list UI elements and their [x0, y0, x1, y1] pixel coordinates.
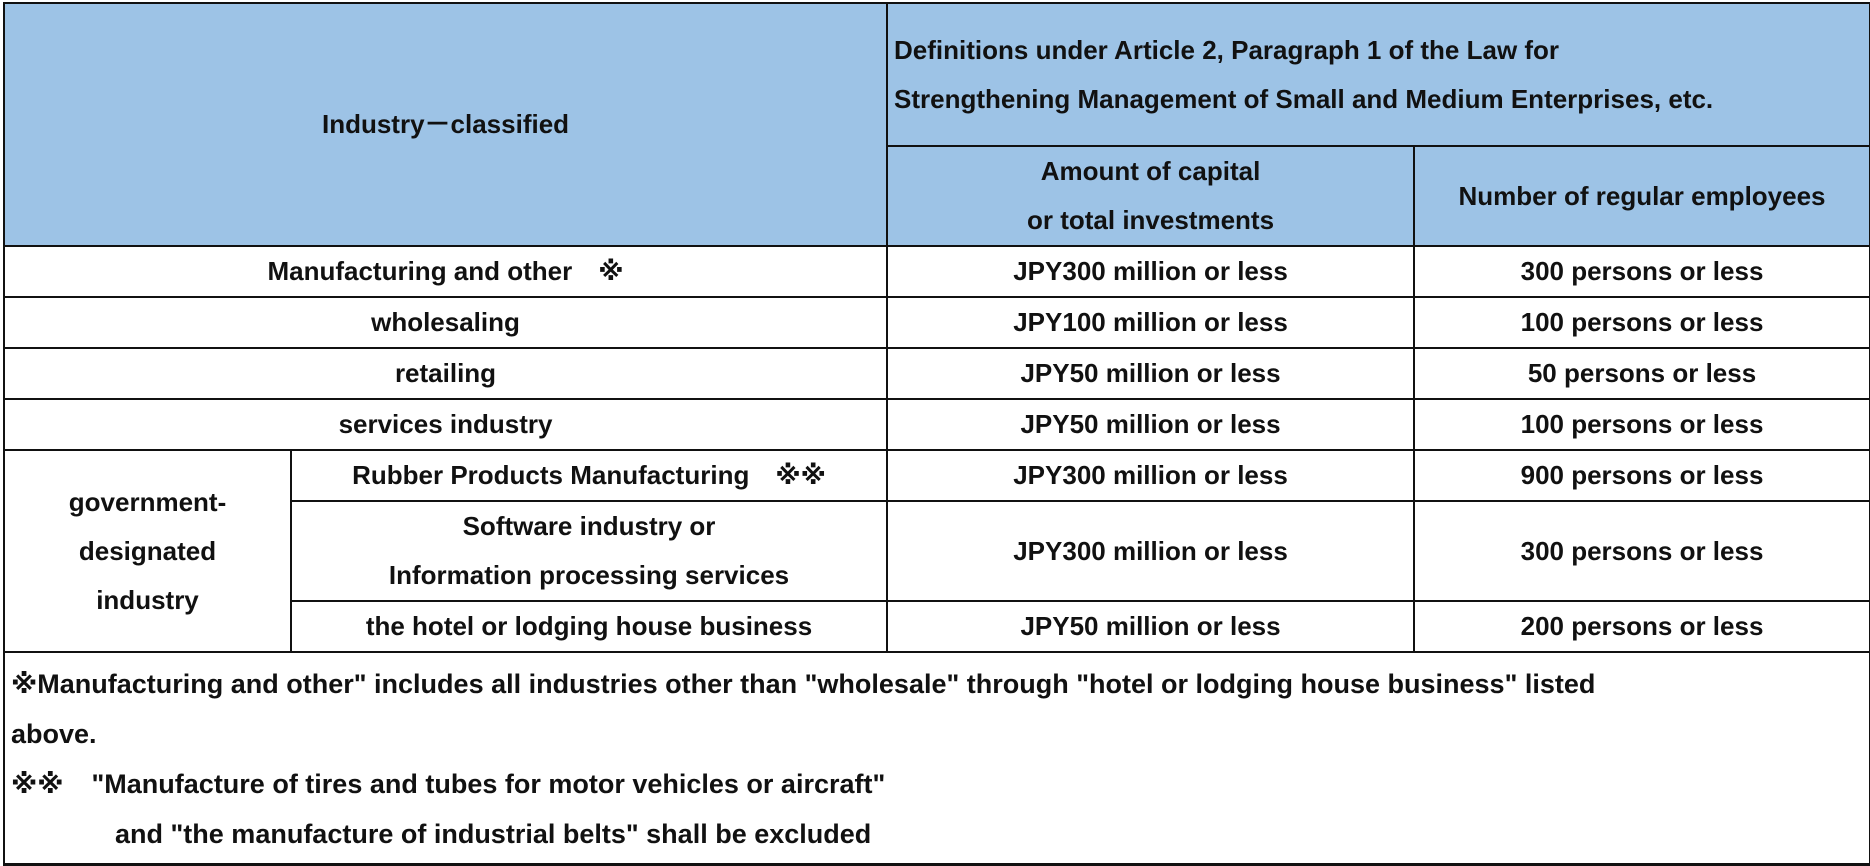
header-row-1: Industry－classified Definitions under Ar…: [2, 2, 1870, 247]
capital-cell: JPY50 million or less: [886, 347, 1416, 400]
note-2-line-1: ※※ "Manufacture of tires and tubes for mo…: [11, 759, 1863, 809]
table-row: Software industry or Information process…: [4, 500, 1870, 602]
industry-cell: retailing: [2, 347, 889, 400]
capital-cell: JPY300 million or less: [886, 500, 1416, 602]
capital-cell: JPY50 million or less: [886, 398, 1416, 451]
table-row: government- designated industry Rubber P…: [3, 449, 1870, 653]
capital-cell: JPY300 million or less: [886, 449, 1416, 502]
footnote-mark: ※※: [775, 460, 826, 490]
employees-cell: 300 persons or less: [1413, 500, 1870, 602]
employees-cell: 300 persons or less: [1413, 245, 1870, 298]
header-row-2: Amount of capital or total investments N…: [4, 145, 1870, 247]
notes-row: ※Manufacturing and other" includes all i…: [2, 651, 1870, 866]
employees-cell: 50 persons or less: [1413, 347, 1870, 400]
capital-header-line-2: or total investments: [1026, 205, 1275, 235]
industry-cell: Software industry or Information process…: [289, 500, 889, 602]
industry-cell: the hotel or lodging house business: [289, 600, 889, 653]
note-1-line-1: ※Manufacturing and other" includes all i…: [11, 668, 1596, 699]
industry-cell: services industry: [2, 398, 889, 451]
employees-cell: 900 persons or less: [1413, 449, 1870, 502]
capital-header: Amount of capital or total investments: [886, 145, 1416, 247]
industry-line-1: Software industry or: [462, 511, 716, 541]
capital-header-line-1: Amount of capital: [1040, 156, 1261, 186]
gov-designated-label-cell: government- designated industry: [3, 449, 292, 653]
industry-label: Manufacturing and other: [267, 256, 573, 286]
footnote-mark: ※: [598, 256, 624, 286]
note-2-mark: ※※: [11, 768, 64, 799]
note-2-line-2: and "the manufacture of industrial belts…: [115, 818, 872, 849]
definitions-line-1: Definitions under Article 2, Paragraph 1…: [894, 34, 1560, 65]
definitions-line-2: Strengthening Management of Small and Me…: [894, 83, 1714, 114]
industry-label: Rubber Products Manufacturing: [352, 460, 750, 490]
employees-cell: 100 persons or less: [1413, 398, 1870, 451]
table-row: wholesaling JPY100 million or less 100 p…: [2, 296, 1870, 349]
industry-classified-label: Industry－classified: [321, 109, 570, 139]
notes-cell: ※Manufacturing and other" includes all i…: [2, 651, 1870, 866]
employees-header-label: Number of regular employees: [1458, 180, 1826, 211]
note-2-text-1: "Manufacture of tires and tubes for moto…: [91, 768, 886, 799]
industry-line-2: Information processing services: [388, 560, 790, 590]
capital-cell: JPY50 million or less: [886, 600, 1416, 653]
capital-cell: JPY300 million or less: [886, 245, 1416, 298]
gov-designated-line-2: designated: [78, 535, 217, 566]
employees-cell: 100 persons or less: [1413, 296, 1870, 349]
employees-cell: 200 persons or less: [1413, 600, 1870, 653]
table-row: the hotel or lodging house business JPY5…: [4, 600, 1870, 653]
employees-header: Number of regular employees: [1413, 145, 1870, 247]
industry-classified-header: Industry－classified: [2, 2, 889, 247]
industry-cell: Manufacturing and other ※: [2, 245, 889, 298]
note-1-line-2: above.: [11, 718, 97, 749]
gov-designated-line-3: industry: [96, 584, 199, 615]
gov-designated-line-1: government-: [68, 486, 227, 517]
industry-cell: wholesaling: [2, 296, 889, 349]
table-row: retailing JPY50 million or less 50 perso…: [2, 347, 1870, 400]
table-row: Manufacturing and other ※ JPY300 million …: [2, 245, 1870, 298]
industry-cell: Rubber Products Manufacturing ※※: [289, 449, 889, 502]
capital-cell: JPY100 million or less: [886, 296, 1416, 349]
definitions-header: Definitions under Article 2, Paragraph 1…: [886, 2, 1870, 147]
table-row: services industry JPY50 million or less …: [2, 398, 1870, 451]
